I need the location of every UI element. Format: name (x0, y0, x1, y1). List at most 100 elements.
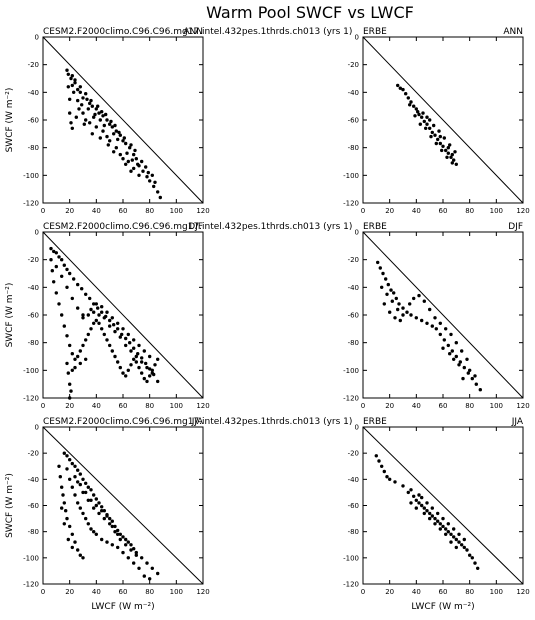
panels-group: CESM2.F2000climo.C96.C96.mg17.intel.432p… (5, 27, 530, 612)
scatter-point (137, 566, 141, 570)
reference-line (42, 426, 204, 585)
scatter-point (97, 111, 101, 115)
scatter-points (49, 246, 160, 400)
scatter-point (454, 545, 458, 550)
scatter-point (121, 139, 125, 143)
scatter-point (132, 561, 136, 565)
scatter-point (113, 524, 117, 529)
x-tick-label: 0 (41, 402, 45, 410)
scatter-point (436, 519, 440, 523)
scatter-point (401, 313, 405, 317)
scatter-panel-5: CESM2.F2000climo.C96.C96.mg17.intel.432p… (5, 417, 352, 612)
scatter-point (465, 357, 469, 361)
scatter-point (101, 129, 105, 133)
scatter-point (54, 264, 58, 269)
scatter-point (425, 115, 429, 119)
reference-line (42, 231, 204, 399)
scatter-point (145, 561, 149, 565)
scatter-point (69, 389, 73, 393)
scatter-point (84, 118, 88, 122)
panel-title-left: CESM2.F2000climo.C96.C96.mg17.intel.432p… (43, 27, 352, 37)
scatter-point (76, 98, 80, 103)
scatter-point (377, 459, 381, 463)
scatter-point (137, 365, 141, 370)
scatter-point (398, 86, 402, 90)
scatter-point (462, 537, 466, 542)
y-tick-label: -40 (348, 476, 359, 484)
y-tick-label: -20 (28, 61, 39, 69)
scatter-point (100, 110, 104, 114)
scatter-point (470, 556, 474, 560)
y-tick-label: -80 (28, 144, 39, 152)
scatter-point (68, 458, 72, 462)
scatter-point (78, 553, 83, 557)
scatter-point (68, 477, 72, 481)
scatter-point (70, 83, 75, 88)
scatter-point (74, 115, 79, 119)
scatter-point (78, 349, 83, 353)
scatter-point (110, 349, 115, 353)
scatter-point (70, 485, 75, 489)
y-tick-label: -120 (343, 200, 359, 208)
scatter-point (60, 313, 64, 317)
scatter-point (52, 280, 56, 284)
scatter-points (65, 68, 162, 200)
panel-title-right: JJA (511, 417, 524, 427)
scatter-point (86, 313, 91, 317)
scatter-point (110, 524, 115, 529)
scatter-point (102, 516, 107, 521)
scatter-point (445, 155, 449, 159)
scatter-panel-3: CESM2.F2000climo.C96.C96.mg17.intel.432p… (5, 222, 352, 410)
y-tick-label: 0 (355, 34, 359, 42)
scatter-point (57, 255, 61, 259)
x-tick-label: 60 (439, 588, 448, 596)
scatter-point (144, 361, 148, 366)
scatter-point (412, 296, 416, 301)
scatter-point (81, 96, 85, 100)
scatter-point (408, 302, 412, 306)
panel-title-right: DJF (508, 222, 523, 232)
scatter-point (112, 132, 116, 136)
scatter-point (118, 335, 123, 339)
scatter-point (141, 169, 145, 173)
scatter-point (437, 129, 441, 133)
scatter-point (446, 530, 450, 534)
scatter-point (73, 357, 77, 361)
scatter-point (421, 111, 425, 115)
scatter-point (148, 367, 152, 371)
x-tick-label: 20 (65, 588, 74, 596)
scatter-point (92, 530, 96, 534)
scatter-point (105, 514, 109, 518)
scatter-point (380, 285, 384, 289)
scatter-point (146, 170, 150, 175)
scatter-point (460, 543, 464, 547)
scatter-point (140, 360, 144, 364)
scatter-point (432, 123, 436, 128)
scatter-point (81, 490, 85, 495)
scatter-point (116, 532, 120, 536)
scatter-point (473, 561, 477, 565)
scatter-point (54, 291, 58, 295)
scatter-point (105, 118, 109, 122)
x-tick-label: 20 (65, 207, 74, 215)
y-tick-label: -100 (343, 554, 359, 562)
scatter-point (473, 374, 477, 378)
scatter-point (460, 349, 464, 353)
scatter-point (121, 327, 125, 331)
reference-line (362, 231, 524, 399)
scatter-point (452, 357, 456, 361)
scatter-point (114, 129, 119, 133)
y-tick-label: -20 (348, 450, 359, 458)
scatter-point (414, 107, 418, 111)
scatter-point (438, 141, 442, 146)
scatter-point (414, 498, 418, 502)
scatter-point (457, 363, 461, 367)
scatter-point (73, 365, 77, 370)
y-tick-label: -80 (28, 339, 39, 347)
scatter-point (76, 306, 80, 310)
reference-line (362, 36, 524, 204)
scatter-point (150, 566, 154, 570)
scatter-point (433, 133, 437, 137)
scatter-point (142, 376, 146, 381)
x-tick-label: 60 (439, 207, 448, 215)
